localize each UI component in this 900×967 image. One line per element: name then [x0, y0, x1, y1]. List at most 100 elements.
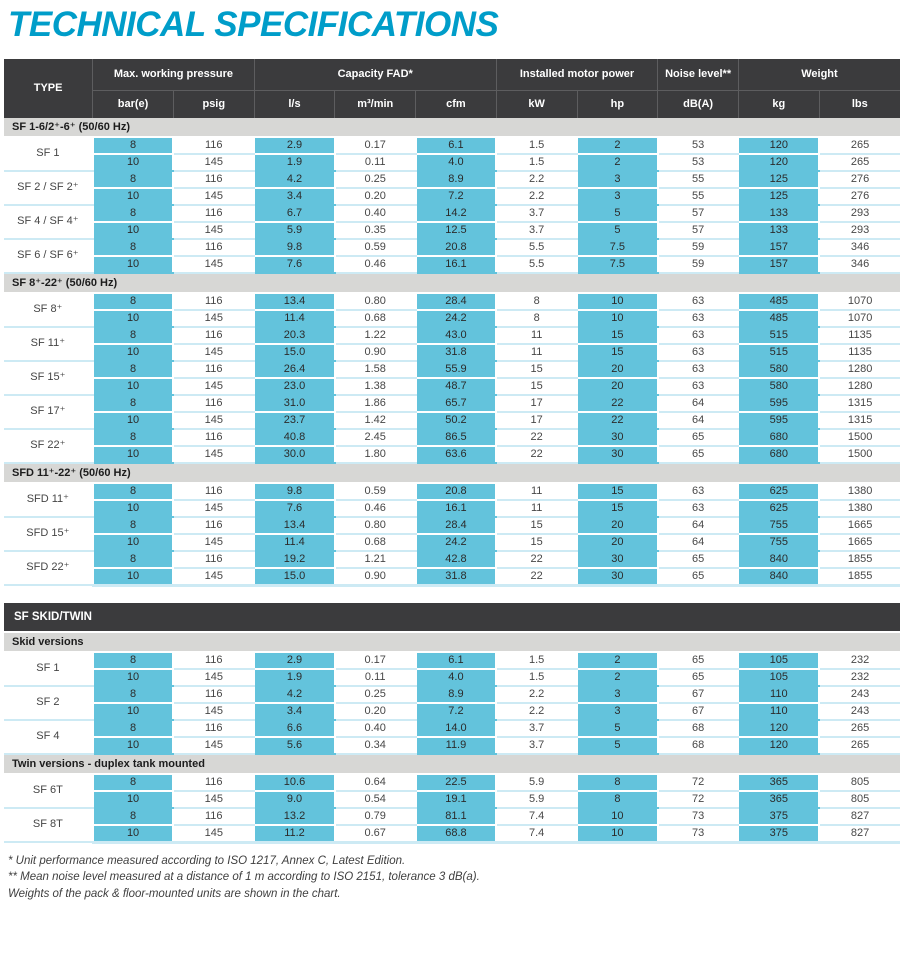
table-header: TYPE Max. working pressure Capacity FAD*…	[4, 58, 900, 118]
cell-bar-e: 8	[91, 204, 175, 223]
cell-kg: 105	[737, 668, 821, 687]
header-installed-motor-power: Installed motor power	[495, 58, 659, 91]
cell-psig: 116	[173, 204, 255, 223]
cell-kg: 375	[737, 807, 821, 826]
cell-kg: 595	[737, 411, 821, 430]
cell-db-a: 65	[657, 445, 739, 464]
cell-kw: 11	[496, 326, 578, 345]
type-cell: SF 17⁺	[4, 394, 93, 430]
cell-l-s: 3.4	[253, 187, 336, 206]
cell-l-s: 15.0	[253, 567, 336, 587]
type-cell: SF 8⁺	[4, 292, 93, 328]
header-max-working-pressure: Max. working pressure	[92, 58, 255, 91]
cell-m3-min: 0.40	[334, 719, 416, 738]
cell-l-s: 2.9	[253, 136, 336, 155]
cell-lbs: 265	[819, 136, 900, 155]
cell-psig: 145	[173, 309, 255, 328]
cell-db-a: 63	[657, 360, 739, 379]
data-row: 10 145 3.4 0.20 7.2 2.2 3 55 125 276	[4, 187, 900, 206]
cell-kg: 595	[737, 394, 821, 413]
cell-m3-min: 0.54	[334, 790, 416, 809]
data-row: SF 6 / SF 6⁺ 8 116 9.8 0.59 20.8 5.5 7.5 59 157 34…	[4, 238, 900, 274]
header-m3-min: m³/min	[334, 90, 417, 118]
cell-hp: 3	[576, 685, 659, 704]
header-cfm: cfm	[415, 90, 497, 118]
cell-m3-min: 0.68	[334, 309, 416, 328]
cell-db-a: 53	[657, 153, 739, 172]
cell-lbs: 1855	[819, 550, 900, 569]
header-capacity-fad: Capacity FAD*	[253, 58, 497, 91]
data-row: 10 145 30.0 1.80 63.6 22 30 65 680 1500	[4, 445, 900, 464]
cell-kw: 3.7	[496, 736, 578, 755]
header-type: TYPE	[4, 58, 94, 118]
cell-hp: 20	[576, 360, 659, 379]
cell-lbs: 805	[819, 790, 900, 809]
cell-bar-e: 8	[91, 516, 175, 535]
cell-kw: 11	[496, 343, 578, 362]
data-row: 10 145 15.0 0.90 31.8 11 15 63 515 1135	[4, 343, 900, 362]
cell-m3-min: 0.17	[334, 651, 416, 670]
header-kg: kg	[737, 90, 820, 118]
cell-kw: 7.4	[496, 824, 578, 844]
cell-db-a: 64	[657, 394, 739, 413]
data-row: 10 145 3.4 0.20 7.2 2.2 3 67 110 243	[4, 702, 900, 721]
cell-bar-e: 8	[91, 170, 175, 189]
type-cell: SF 6 / SF 6⁺	[4, 238, 93, 274]
cell-l-s: 31.0	[253, 394, 336, 413]
data-row: SF 8⁺ 8 116 13.4 0.80 28.4 8 10 63 485 1070	[4, 292, 900, 328]
cell-kg: 365	[737, 790, 821, 809]
cell-cfm: 24.2	[414, 309, 498, 328]
section-row: SFD 11⁺-22⁺ (50/60 Hz)	[4, 462, 900, 484]
type-cell: SF 22⁺	[4, 428, 93, 464]
cell-m3-min: 0.67	[334, 824, 416, 844]
cell-m3-min: 1.86	[334, 394, 416, 413]
cell-bar-e: 10	[91, 411, 175, 430]
cell-db-a: 63	[657, 377, 739, 396]
cell-psig: 145	[173, 377, 255, 396]
data-row: SF 4 / SF 4⁺ 8 116 6.7 0.40 14.2 3.7 5 57 133 293	[4, 204, 900, 240]
data-row: 10 145 15.0 0.90 31.8 22 30 65 840 1855	[4, 567, 900, 587]
cell-psig: 116	[173, 170, 255, 189]
data-row: SF 2 / SF 2⁺ 8 116 4.2 0.25 8.9 2.2 3 55 125 276	[4, 170, 900, 206]
cell-kg: 625	[737, 499, 821, 518]
cell-kw: 22	[496, 445, 578, 464]
cell-cfm: 4.0	[414, 153, 498, 172]
cell-lbs: 1070	[819, 309, 900, 328]
cell-psig: 116	[173, 651, 255, 670]
cell-kg: 133	[737, 204, 821, 223]
data-row: SFD 11⁺ 8 116 9.8 0.59 20.8 11 15 63 625 1380	[4, 482, 900, 518]
cell-lbs: 1135	[819, 343, 900, 362]
section-title: Skid versions	[4, 631, 900, 653]
footnote: Weights of the pack & floor-mounted unit…	[8, 887, 341, 900]
type-cell: SFD 11⁺	[4, 482, 93, 518]
cell-hp: 3	[576, 170, 659, 189]
cell-lbs: 827	[819, 824, 900, 844]
cell-kg: 485	[737, 292, 821, 311]
cell-kw: 2.2	[496, 685, 578, 704]
cell-db-a: 64	[657, 411, 739, 430]
header-unit-row: bar(e) psig l/s m³/min cfm kW hp dB(A) k…	[4, 90, 900, 118]
cell-cfm: 55.9	[414, 360, 498, 379]
cell-bar-e: 10	[91, 309, 175, 328]
cell-bar-e: 10	[91, 567, 175, 587]
cell-psig: 145	[173, 499, 255, 518]
cell-m3-min: 0.46	[334, 499, 416, 518]
cell-lbs: 1665	[819, 533, 900, 552]
cell-l-s: 40.8	[253, 428, 336, 447]
cell-db-a: 68	[657, 719, 739, 738]
cell-hp: 2	[576, 136, 659, 155]
cell-kw: 2.2	[496, 170, 578, 189]
cell-kw: 3.7	[496, 719, 578, 738]
cell-m3-min: 0.25	[334, 170, 416, 189]
cell-psig: 145	[173, 153, 255, 172]
data-row: 10 145 11.4 0.68 24.2 8 10 63 485 1070	[4, 309, 900, 328]
cell-db-a: 59	[657, 238, 739, 257]
cell-bar-e: 10	[91, 445, 175, 464]
cell-cfm: 22.5	[414, 773, 498, 792]
cell-cfm: 28.4	[414, 516, 498, 535]
cell-psig: 145	[173, 736, 255, 755]
cell-hp: 10	[576, 292, 659, 311]
cell-bar-e: 8	[91, 807, 175, 826]
cell-bar-e: 10	[91, 533, 175, 552]
cell-db-a: 65	[657, 668, 739, 687]
